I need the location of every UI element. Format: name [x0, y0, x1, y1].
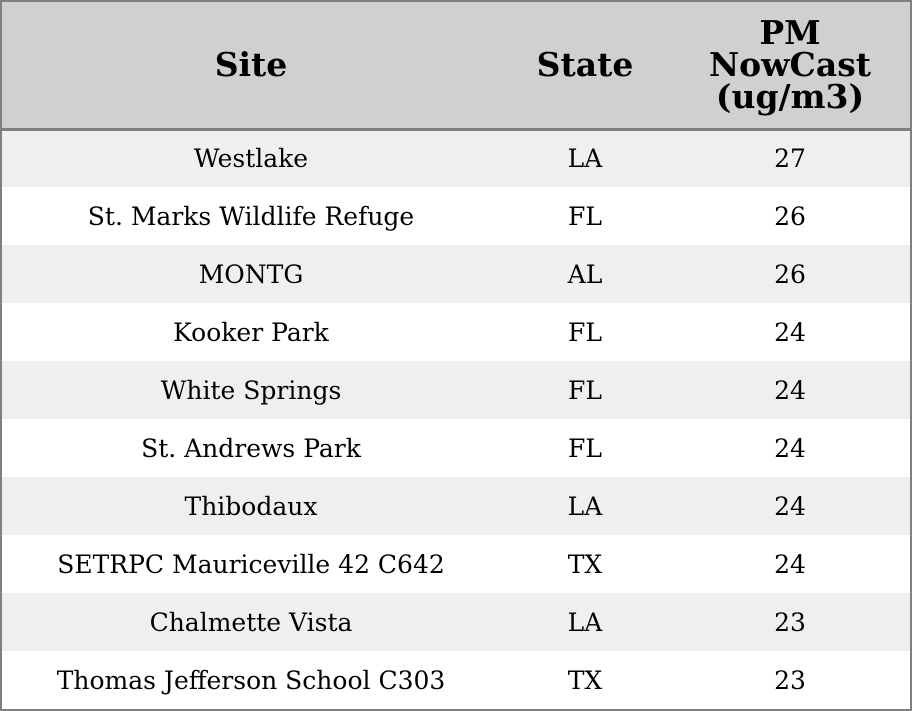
cell-site: Chalmette Vista [149, 607, 353, 637]
cell-pm: 26 [774, 259, 806, 289]
header-site: Site [2, 2, 500, 131]
cell-pm: 24 [774, 317, 806, 347]
cell-site: St. Marks Wildlife Refuge [87, 201, 415, 231]
cell-pm: 24 [774, 491, 806, 521]
header-pm-line-2: NowCast [708, 44, 872, 84]
cell-state: LA [567, 607, 603, 637]
cell-state: FL [568, 317, 602, 347]
table-row: St. Andrews Park FL 24 [2, 419, 910, 477]
cell-site: White Springs [160, 375, 342, 405]
cell-pm: 24 [774, 549, 806, 579]
cell-pm: 24 [774, 375, 806, 405]
cell-site: MONTG [198, 259, 304, 289]
cell-state: FL [568, 433, 602, 463]
table-row: White Springs FL 24 [2, 361, 910, 419]
table-row: St. Marks Wildlife Refuge FL 26 [2, 187, 910, 245]
table-row: Kooker Park FL 24 [2, 303, 910, 361]
cell-pm: 24 [774, 433, 806, 463]
header-pm-line-1: PM [759, 12, 821, 52]
header-pm-nowcast: PM NowCast (ug/m3) [670, 2, 910, 131]
cell-pm: 26 [774, 201, 806, 231]
cell-state: TX [567, 665, 603, 695]
table-row: MONTG AL 26 [2, 245, 910, 303]
cell-pm: 23 [774, 607, 806, 637]
cell-state: LA [567, 491, 603, 521]
cell-pm: 27 [774, 144, 806, 174]
header-pm-line-3: (ug/m3) [715, 76, 865, 116]
cell-site: Westlake [193, 144, 309, 174]
cell-site: SETRPC Mauriceville 42 C642 [57, 549, 445, 579]
cell-site: Thomas Jefferson School C303 [56, 665, 446, 695]
table-row: Chalmette Vista LA 23 [2, 593, 910, 651]
cell-site: Thibodaux [184, 491, 318, 521]
cell-site: Kooker Park [173, 317, 329, 347]
cell-site: St. Andrews Park [141, 433, 361, 463]
table-row: Thibodaux LA 24 [2, 477, 910, 535]
table-header-row: Site State PM NowCast (ug/m3) [2, 2, 910, 131]
cell-state: FL [568, 201, 602, 231]
cell-state: FL [568, 375, 602, 405]
cell-pm: 23 [774, 665, 806, 695]
table-row: Thomas Jefferson School C303 TX 23 [2, 651, 910, 709]
table-row: Westlake LA 27 [2, 129, 910, 187]
cell-state: TX [567, 549, 603, 579]
header-state: State [500, 2, 670, 131]
table-row: SETRPC Mauriceville 42 C642 TX 24 [2, 535, 910, 593]
cell-state: LA [567, 144, 603, 174]
cell-state: AL [567, 259, 603, 289]
